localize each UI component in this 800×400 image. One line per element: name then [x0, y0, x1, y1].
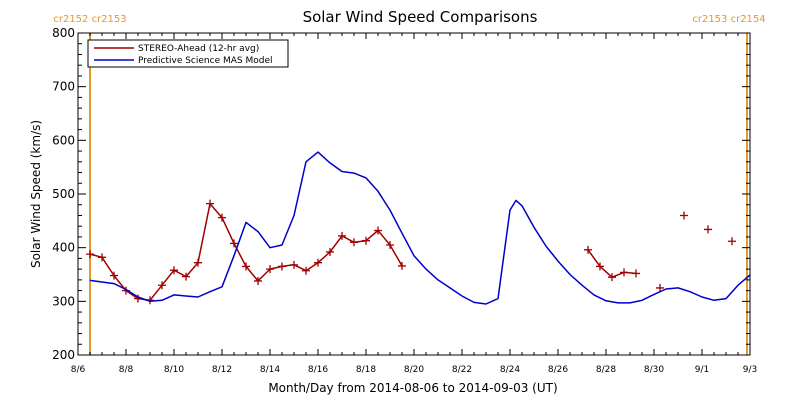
x-tick-label: 8/14: [260, 365, 280, 375]
data-point-stereo: [362, 236, 370, 245]
data-point-stereo: [596, 262, 604, 271]
data-point-stereo: [110, 271, 118, 280]
data-point-stereo: [656, 283, 664, 292]
series-line-stereo-0: [89, 202, 403, 302]
y-tick-label: 800: [52, 26, 75, 40]
legend-label-stereo: STEREO-Ahead (12-hr avg): [138, 44, 259, 54]
data-point-stereo: [98, 253, 106, 262]
x-tick-label: 8/22: [452, 365, 472, 375]
x-tick-label: 9/1: [695, 365, 709, 375]
y-tick-label: 200: [52, 348, 75, 362]
data-point-stereo: [266, 265, 274, 274]
y-tick-label: 600: [52, 133, 75, 147]
x-tick-label: 8/28: [596, 365, 616, 375]
chart-title: Solar Wind Speed Comparisons: [303, 8, 538, 26]
plot-frame: [77, 32, 751, 356]
legend-box: [87, 39, 289, 68]
data-point-stereo: [338, 231, 346, 240]
x-tick-label: 8/20: [404, 365, 424, 375]
data-point-stereo: [290, 260, 298, 269]
data-point-stereo: [398, 261, 406, 270]
data-point-stereo: [158, 281, 166, 290]
data-point-stereo: [584, 245, 592, 254]
carrington-label-1: cr2153 cr2154: [692, 14, 765, 25]
data-point-stereo: [326, 247, 334, 256]
data-point-stereo: [704, 225, 712, 234]
data-point-stereo: [278, 262, 286, 271]
y-tick-label: 700: [52, 80, 75, 94]
x-tick-label: 8/6: [71, 365, 86, 375]
data-point-stereo: [182, 272, 190, 281]
legend: STEREO-Ahead (12-hr avg) Predictive Scie…: [87, 39, 289, 68]
axes: 8/6 8/8 8/10 8/12 8/14 8/16 8/18 8/20 8/22 8/24 8/…: [52, 26, 757, 375]
data-point-stereo: [302, 266, 310, 275]
x-tick-label: 8/10: [164, 365, 184, 375]
y-tick-label: 300: [52, 294, 75, 308]
data-point-stereo: [206, 199, 214, 208]
data-point-stereo: [374, 226, 382, 235]
data-point-stereo: [632, 269, 640, 278]
data-point-stereo: [194, 258, 202, 267]
x-tick-label: 8/26: [548, 365, 568, 375]
x-tick-label: 8/12: [212, 365, 232, 375]
x-tick-label: 8/30: [644, 365, 664, 375]
y-tick-label: 400: [52, 241, 75, 255]
y-axis-label: Solar Wind Speed (km/s): [29, 120, 43, 268]
data-point-stereo: [350, 238, 358, 247]
data-point-stereo: [386, 240, 394, 249]
series-line-stereo-1: [587, 249, 637, 278]
x-tick-label: 9/3: [743, 365, 757, 375]
data-point-stereo: [680, 211, 688, 220]
data-point-stereo: [728, 237, 736, 246]
data-point-stereo: [608, 273, 616, 282]
data-point-stereo: [620, 268, 628, 277]
x-tick-label: 8/8: [119, 365, 134, 375]
x-tick-label: 8/24: [500, 365, 520, 375]
series-line-mas-0: [89, 151, 751, 305]
y-tick-label: 500: [52, 187, 75, 201]
data-point-stereo: [242, 262, 250, 271]
x-tick-label: 8/18: [356, 365, 376, 375]
data-point-stereo: [254, 276, 262, 285]
carrington-label-0: cr2152 cr2153: [53, 14, 126, 25]
x-tick-label: 8/16: [308, 365, 328, 375]
data-point-stereo: [230, 239, 238, 248]
data-point-stereo: [86, 250, 94, 259]
legend-label-mas: Predictive Science MAS Model: [138, 56, 273, 66]
data-point-stereo: [314, 258, 322, 267]
x-axis-label: Month/Day from 2014-08-06 to 2014-09-03 …: [268, 381, 557, 395]
data-point-stereo: [170, 266, 178, 275]
plot-series: [86, 151, 751, 305]
data-point-stereo: [218, 213, 226, 222]
